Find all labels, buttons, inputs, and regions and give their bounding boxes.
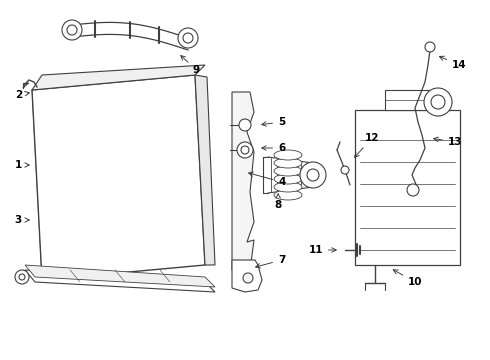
Text: 11: 11 bbox=[309, 245, 336, 255]
Polygon shape bbox=[32, 65, 205, 90]
Text: 8: 8 bbox=[275, 194, 282, 210]
Circle shape bbox=[243, 273, 253, 283]
Polygon shape bbox=[232, 260, 262, 292]
Text: 4: 4 bbox=[248, 172, 285, 187]
Polygon shape bbox=[32, 75, 205, 280]
Polygon shape bbox=[25, 265, 215, 287]
Circle shape bbox=[407, 184, 419, 196]
Text: 14: 14 bbox=[440, 56, 466, 70]
Polygon shape bbox=[385, 90, 430, 110]
Text: 6: 6 bbox=[262, 143, 285, 153]
Text: 7: 7 bbox=[256, 255, 285, 268]
Circle shape bbox=[431, 95, 445, 109]
Text: 10: 10 bbox=[393, 270, 422, 287]
Circle shape bbox=[307, 169, 319, 181]
Polygon shape bbox=[232, 92, 254, 270]
Polygon shape bbox=[355, 110, 460, 265]
Text: 3: 3 bbox=[15, 215, 29, 225]
Circle shape bbox=[178, 28, 198, 48]
Ellipse shape bbox=[274, 182, 302, 192]
Polygon shape bbox=[195, 75, 215, 265]
Circle shape bbox=[341, 166, 349, 174]
Circle shape bbox=[239, 119, 251, 131]
Text: 13: 13 bbox=[434, 137, 463, 147]
Text: 9: 9 bbox=[181, 55, 200, 75]
Text: 5: 5 bbox=[262, 117, 285, 127]
Ellipse shape bbox=[274, 150, 302, 160]
Circle shape bbox=[424, 88, 452, 116]
Circle shape bbox=[237, 142, 253, 158]
Circle shape bbox=[241, 146, 249, 154]
Text: 1: 1 bbox=[15, 160, 29, 170]
Ellipse shape bbox=[274, 174, 302, 184]
Circle shape bbox=[67, 25, 77, 35]
Polygon shape bbox=[25, 270, 215, 292]
Text: 12: 12 bbox=[355, 133, 379, 157]
Text: 2: 2 bbox=[15, 90, 29, 100]
Circle shape bbox=[300, 162, 326, 188]
Circle shape bbox=[425, 42, 435, 52]
Circle shape bbox=[62, 20, 82, 40]
Circle shape bbox=[15, 270, 29, 284]
Ellipse shape bbox=[274, 190, 302, 200]
Ellipse shape bbox=[274, 158, 302, 168]
Circle shape bbox=[183, 33, 193, 43]
Ellipse shape bbox=[274, 166, 302, 176]
Circle shape bbox=[19, 274, 25, 280]
